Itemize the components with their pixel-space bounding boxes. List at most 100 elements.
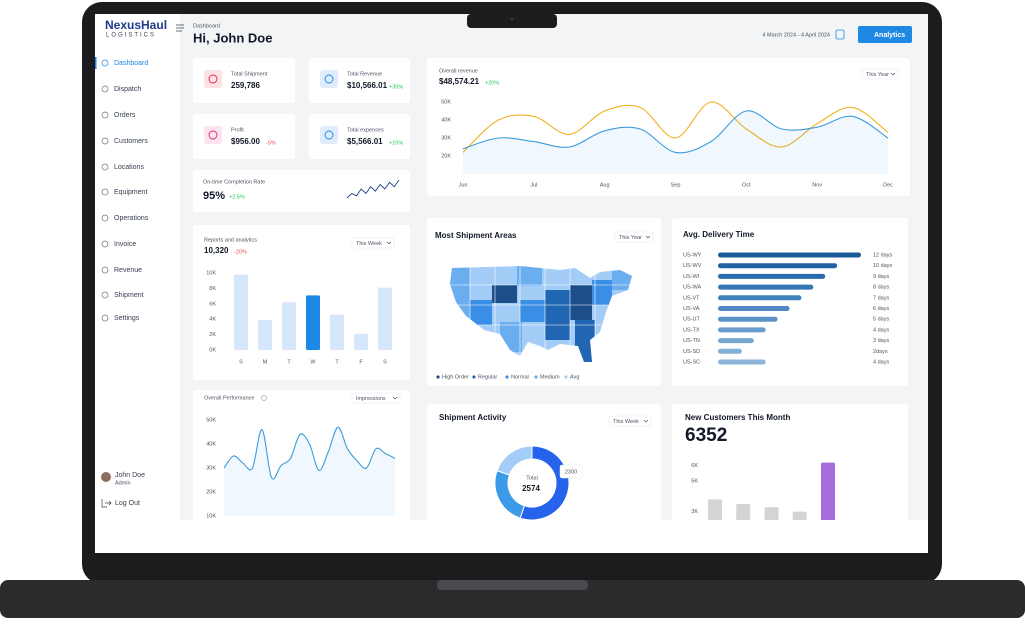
nav-item[interactable]: Invoice: [114, 241, 136, 248]
dropdown-label[interactable]: Impressions: [356, 396, 386, 402]
y-tick-label: US-VT: [683, 295, 700, 301]
reports-value: 10,320: [204, 246, 229, 255]
stat-value: $10,566.01: [347, 81, 388, 90]
y-tick-label: 40K: [441, 117, 451, 123]
y-tick-label: US-WV: [683, 263, 702, 269]
dropdown-label[interactable]: This Week: [613, 419, 639, 425]
chevron: [643, 419, 649, 423]
dropdown-label[interactable]: This Year: [619, 235, 642, 241]
customers-value: 6352: [685, 425, 727, 446]
x-tick-label: Aug: [600, 182, 610, 188]
y-tick-label: 30K: [206, 465, 216, 471]
nav-item[interactable]: Dashboard: [114, 60, 148, 67]
bar: [718, 263, 838, 269]
reports-change: -20%: [234, 249, 247, 255]
value-label: 9 days: [873, 274, 889, 280]
tagline: LOGISTICS: [106, 33, 156, 39]
legend-swatch: [564, 375, 568, 379]
stat-label: Total expenses: [347, 127, 384, 133]
bar: [792, 511, 807, 520]
date-range: 4 March 2024 - 4 April 2024: [762, 32, 830, 38]
nav-icon: [101, 291, 109, 299]
dropdown[interactable]: [608, 415, 652, 427]
x-tick-label: Sep: [671, 182, 681, 188]
logout[interactable]: Log Out: [115, 500, 140, 507]
y-tick-label: US-VA: [683, 306, 700, 312]
avatar: [101, 472, 111, 482]
analytics-button-label[interactable]: Analytics: [874, 32, 905, 39]
dropdown-label[interactable]: This Week: [356, 241, 382, 247]
notch-base: [437, 580, 588, 590]
legend-label: Regular: [478, 374, 497, 380]
nav-item[interactable]: Settings: [114, 315, 140, 322]
stat-label: Total Revenue: [347, 71, 382, 77]
nav-icon: [101, 163, 109, 171]
legend-swatch: [505, 375, 509, 379]
x-tick-label: S: [239, 359, 243, 365]
nav-item[interactable]: Customers: [114, 138, 148, 145]
y-tick-label: US-WY: [683, 252, 702, 258]
bar: [718, 295, 802, 301]
value-label: 12 days: [873, 252, 893, 258]
y-tick-label: 3K: [691, 509, 698, 515]
card: [193, 114, 295, 159]
x-tick-label: Jun: [459, 182, 468, 188]
menu-icon[interactable]: [176, 24, 184, 32]
card: [427, 58, 910, 196]
dropdown[interactable]: [614, 231, 654, 243]
chart-title: Overall Performance: [204, 395, 254, 401]
bar: [282, 302, 296, 350]
stat-icon: [320, 70, 338, 88]
y-tick-label: 8K: [209, 286, 216, 292]
bar: [234, 274, 248, 350]
analytics-button[interactable]: [858, 26, 912, 43]
tooltip: [559, 464, 583, 479]
legend-swatch: [534, 375, 538, 379]
x-tick-label: T: [287, 359, 291, 365]
value-label: 4 days: [873, 327, 889, 333]
nav-icon: [101, 240, 109, 248]
dropdown[interactable]: [351, 392, 401, 404]
dropdown[interactable]: [351, 237, 395, 249]
nav-item[interactable]: Equipment: [114, 189, 148, 196]
nav-item[interactable]: Dispatch: [114, 86, 141, 93]
y-tick-label: 50K: [206, 417, 216, 423]
stat-change: -5%: [266, 140, 276, 146]
nav-item[interactable]: Operations: [114, 215, 149, 222]
stat-glyph: [324, 74, 334, 84]
dropdown[interactable]: [861, 68, 899, 80]
info-icon[interactable]: [261, 395, 267, 401]
nav-item[interactable]: Orders: [114, 112, 136, 119]
x-tick-label: Nov: [812, 182, 822, 188]
greeting: Hi, John Doe: [193, 30, 272, 45]
bar: [718, 359, 766, 365]
nav-item[interactable]: Locations: [114, 164, 144, 171]
bar: [764, 507, 779, 520]
line: [462, 101, 889, 153]
nav-icon: [101, 85, 109, 93]
chart-title: New Customers This Month: [685, 413, 790, 422]
dropdown-label[interactable]: This Year: [866, 72, 889, 78]
value-label: 3 days: [873, 338, 889, 344]
x-tick-label: M: [263, 359, 268, 365]
card: [193, 170, 410, 212]
nav-item[interactable]: Revenue: [114, 267, 142, 274]
revenue-change: +20%: [485, 80, 499, 86]
y-tick-label: 20K: [441, 153, 451, 159]
app: NexusHaul LOGISTICS Dashboard Hi, John D…: [95, 14, 928, 520]
logout-icon[interactable]: [101, 499, 112, 508]
sparkline: [346, 179, 400, 199]
card: [672, 404, 908, 520]
bar: [718, 316, 778, 322]
bar: [718, 338, 754, 344]
bar: [718, 327, 766, 333]
calendar-icon[interactable]: [835, 29, 845, 40]
y-tick-label: US-WA: [683, 285, 701, 291]
stat-value: $5,566.01: [347, 137, 383, 146]
bar: [718, 273, 826, 279]
y-tick-label: 4K: [209, 317, 216, 323]
bar: [708, 499, 722, 520]
nav-item[interactable]: Shipment: [114, 292, 144, 299]
revenue-value: $48,574.21: [439, 77, 480, 86]
